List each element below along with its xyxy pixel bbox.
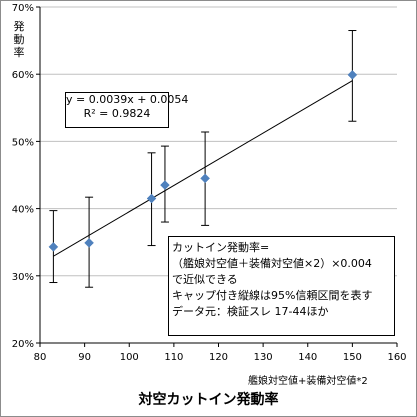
data-point-marker xyxy=(200,173,210,184)
y-tick-label: 30% xyxy=(12,272,34,283)
x-tick-label: 160 xyxy=(387,352,406,363)
x-tick-label: 90 xyxy=(78,352,91,363)
data-point-marker xyxy=(84,238,94,248)
annotation-line: で近似できる xyxy=(172,273,238,286)
data-point-marker xyxy=(48,242,59,252)
trendline xyxy=(53,80,353,257)
annotation-line: カットイン発動率= xyxy=(172,241,270,254)
y-tick-label: 40% xyxy=(12,205,34,216)
x-axis-label: 艦娘対空値+装備対空値*2 xyxy=(248,376,368,387)
y-axis-label-text: 発動率 xyxy=(13,20,25,59)
x-tick-label: 120 xyxy=(209,352,228,363)
x-tick-label: 100 xyxy=(120,352,139,363)
x-tick-label: 130 xyxy=(254,352,273,363)
annotation-line: データ元：検証スレ 17-44ほか xyxy=(172,305,329,318)
annotation-box: カットイン発動率= （艦娘対空値＋装備対空値×2）×0.004 で近似できる キ… xyxy=(168,236,395,336)
y-tick-label: 60% xyxy=(12,70,34,81)
trendline-equation-box: y = 0.0039x + 0.0054 R² = 0.9824 xyxy=(65,92,189,128)
x-tick-label: 140 xyxy=(298,352,317,363)
annotation-line: （艦娘対空値＋装備対空値×2）×0.004 xyxy=(172,257,372,270)
annotation-line: キャップ付き縦線は95%信頼区間を表す xyxy=(172,289,373,302)
equation-line: y = 0.0039x + 0.0054 xyxy=(66,93,189,106)
y-tick-label: 20% xyxy=(12,339,34,350)
chart-title: 対空カットイン発動率 xyxy=(138,392,279,408)
y-axis-label: 発動率 xyxy=(12,20,26,59)
data-point-marker xyxy=(146,193,157,204)
data-point-marker xyxy=(160,180,170,190)
x-tick-label: 150 xyxy=(343,352,362,363)
y-tick-label: 50% xyxy=(12,137,34,148)
data-point-marker xyxy=(347,70,358,80)
x-tick-label: 80 xyxy=(34,352,47,363)
y-tick-label: 70% xyxy=(12,3,34,14)
x-tick-label: 110 xyxy=(164,352,183,363)
r-squared-line: R² = 0.9824 xyxy=(83,107,151,120)
